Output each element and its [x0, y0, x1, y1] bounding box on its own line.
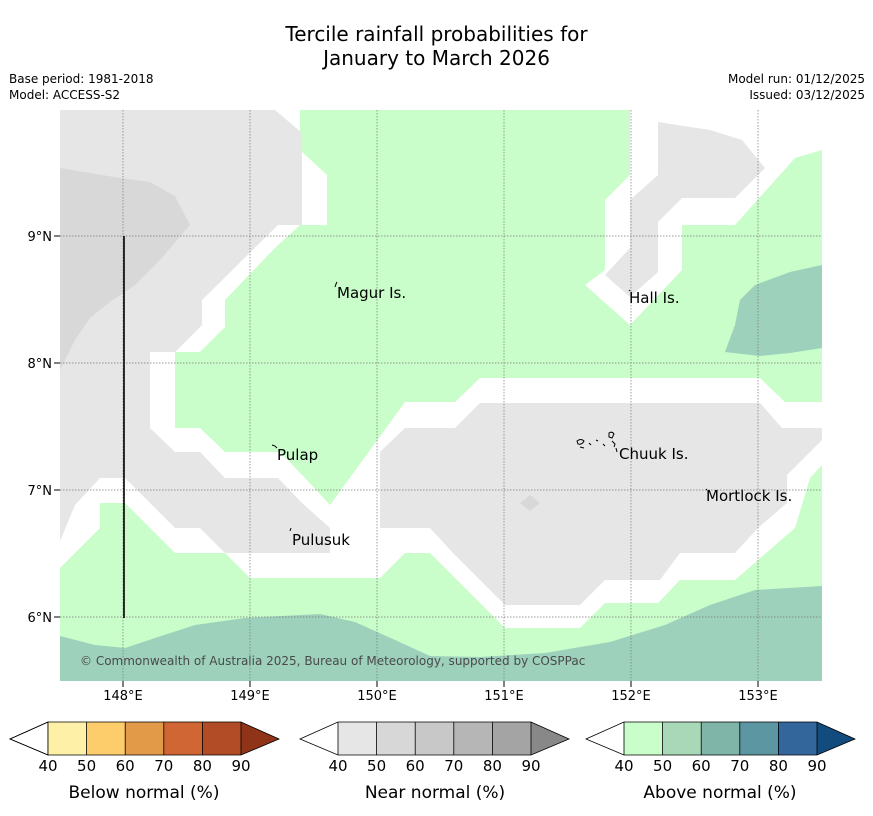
legend-near-tick: 40 [328, 757, 347, 775]
lat-label-8n: 8°N [28, 357, 53, 372]
legend-above-tick: 80 [769, 757, 788, 775]
legend-above-tick: 60 [692, 757, 711, 775]
legend-above-normal: 40 50 60 70 80 90 Above normal (%) [584, 721, 857, 803]
legend-below-swatch [86, 722, 126, 755]
legend-below-max-arrow [241, 722, 279, 755]
legend-near-tick: 80 [483, 757, 502, 775]
map-panel: Magur Is. Hall Is. Pulap Chuuk Is. Mortl… [60, 110, 822, 681]
lon-label-151e: 151°E [484, 689, 524, 704]
lat-label-6n: 6°N [28, 611, 53, 626]
legend-above-min-arrow [586, 722, 624, 755]
base-period: Base period: 1981-2018 [9, 72, 154, 86]
place-chuuk: Chuuk Is. [619, 445, 688, 463]
map-gridlines [60, 110, 822, 681]
legend-above-tick: 50 [653, 757, 672, 775]
legend-below-tick: 60 [116, 757, 135, 775]
place-magur: Magur Is. [337, 284, 406, 302]
lat-axis: 9°N 8°N 7°N 6°N [28, 230, 60, 626]
legend-above-swatch [624, 722, 663, 755]
region-near-dark-small [520, 495, 540, 511]
model-name: Model: ACCESS-S2 [9, 88, 121, 102]
model-run: Model run: 01/12/2025 [727, 72, 865, 86]
legend-below-tick: 40 [38, 757, 57, 775]
title-line-2: January to March 2026 [323, 46, 550, 70]
legend-near-swatch [453, 722, 493, 755]
legend-above-tick: 70 [730, 757, 749, 775]
legend-below-tick: 80 [193, 757, 212, 775]
legend-near-swatch [376, 722, 416, 755]
legend-near-tick: 50 [367, 757, 386, 775]
map-title: Tercile rainfall probabilities for Janua… [0, 22, 873, 70]
legend-below-swatch [48, 722, 87, 755]
legend-near-tick: 70 [444, 757, 463, 775]
legend-near-label: Near normal (%) [365, 783, 505, 803]
legend-above-max-arrow [817, 722, 855, 755]
region-near-center [380, 403, 822, 605]
chuuk-island-shape [576, 431, 618, 453]
legend-above-swatch [778, 722, 817, 755]
place-hall: Hall Is. [629, 289, 680, 307]
title-line-1: Tercile rainfall probabilities for [285, 22, 588, 46]
legend-above-tick: 90 [807, 757, 826, 775]
legend-near-min-arrow [300, 722, 338, 755]
legend-below-swatch [163, 722, 203, 755]
lat-label-7n: 7°N [28, 484, 53, 499]
legend-above-swatch [739, 722, 779, 755]
legend-near-normal: 40 50 60 70 80 90 Near normal (%) [298, 721, 571, 803]
lon-label-152e: 152°E [611, 689, 651, 704]
pulap-island-shape [271, 444, 278, 449]
legend-near-max-arrow [531, 722, 569, 755]
legend-below-tick: 70 [154, 757, 173, 775]
region-near-dark [60, 168, 190, 370]
meta-right: Model run: 01/12/2025 Issued: 03/12/2025 [728, 71, 865, 103]
lon-label-148e: 148°E [103, 689, 143, 704]
legend-above-tick: 40 [614, 757, 633, 775]
region-above-teal-south [60, 586, 822, 681]
lat-label-9n: 9°N [28, 230, 53, 245]
legend-near-tick: 60 [406, 757, 425, 775]
island-markers [271, 281, 708, 532]
legend-above-swatch [701, 722, 740, 755]
legend-below-swatch [125, 722, 164, 755]
legend-near-swatch [338, 722, 377, 755]
legend-above-swatch [662, 722, 702, 755]
legend-below-tick: 90 [231, 757, 250, 775]
legend-near-swatch [492, 722, 531, 755]
legend-above-label: Above normal (%) [643, 783, 796, 803]
legend-below-label: Below normal (%) [69, 783, 220, 803]
pulusuk-island-shape [289, 527, 292, 532]
legend-near-swatch [415, 722, 454, 755]
lon-axis: 148°E 149°E 150°E 151°E 152°E 153°E [103, 681, 778, 704]
place-pulusuk: Pulusuk [292, 531, 350, 549]
legend-below-swatch [202, 722, 241, 755]
copyright-text: © Commonwealth of Australia 2025, Bureau… [80, 654, 585, 668]
magur-island-shape [334, 281, 338, 288]
region-above-teal-east [725, 265, 822, 356]
legend-below-tick: 50 [77, 757, 96, 775]
region-above-top [175, 110, 822, 505]
lon-label-153e: 153°E [738, 689, 778, 704]
region-near-hall [605, 122, 765, 297]
lon-label-150e: 150°E [357, 689, 397, 704]
legend-below-normal: 40 50 60 70 80 90 Below normal (%) [8, 721, 281, 803]
place-pulap: Pulap [277, 446, 318, 464]
legend-below-min-arrow [8, 721, 49, 756]
meta-left: Base period: 1981-2018 Model: ACCESS-S2 [9, 71, 154, 103]
issued-date: Issued: 03/12/2025 [749, 88, 865, 102]
place-mortlock: Mortlock Is. [706, 487, 792, 505]
lon-label-149e: 149°E [230, 689, 270, 704]
legend-near-tick: 90 [521, 757, 540, 775]
